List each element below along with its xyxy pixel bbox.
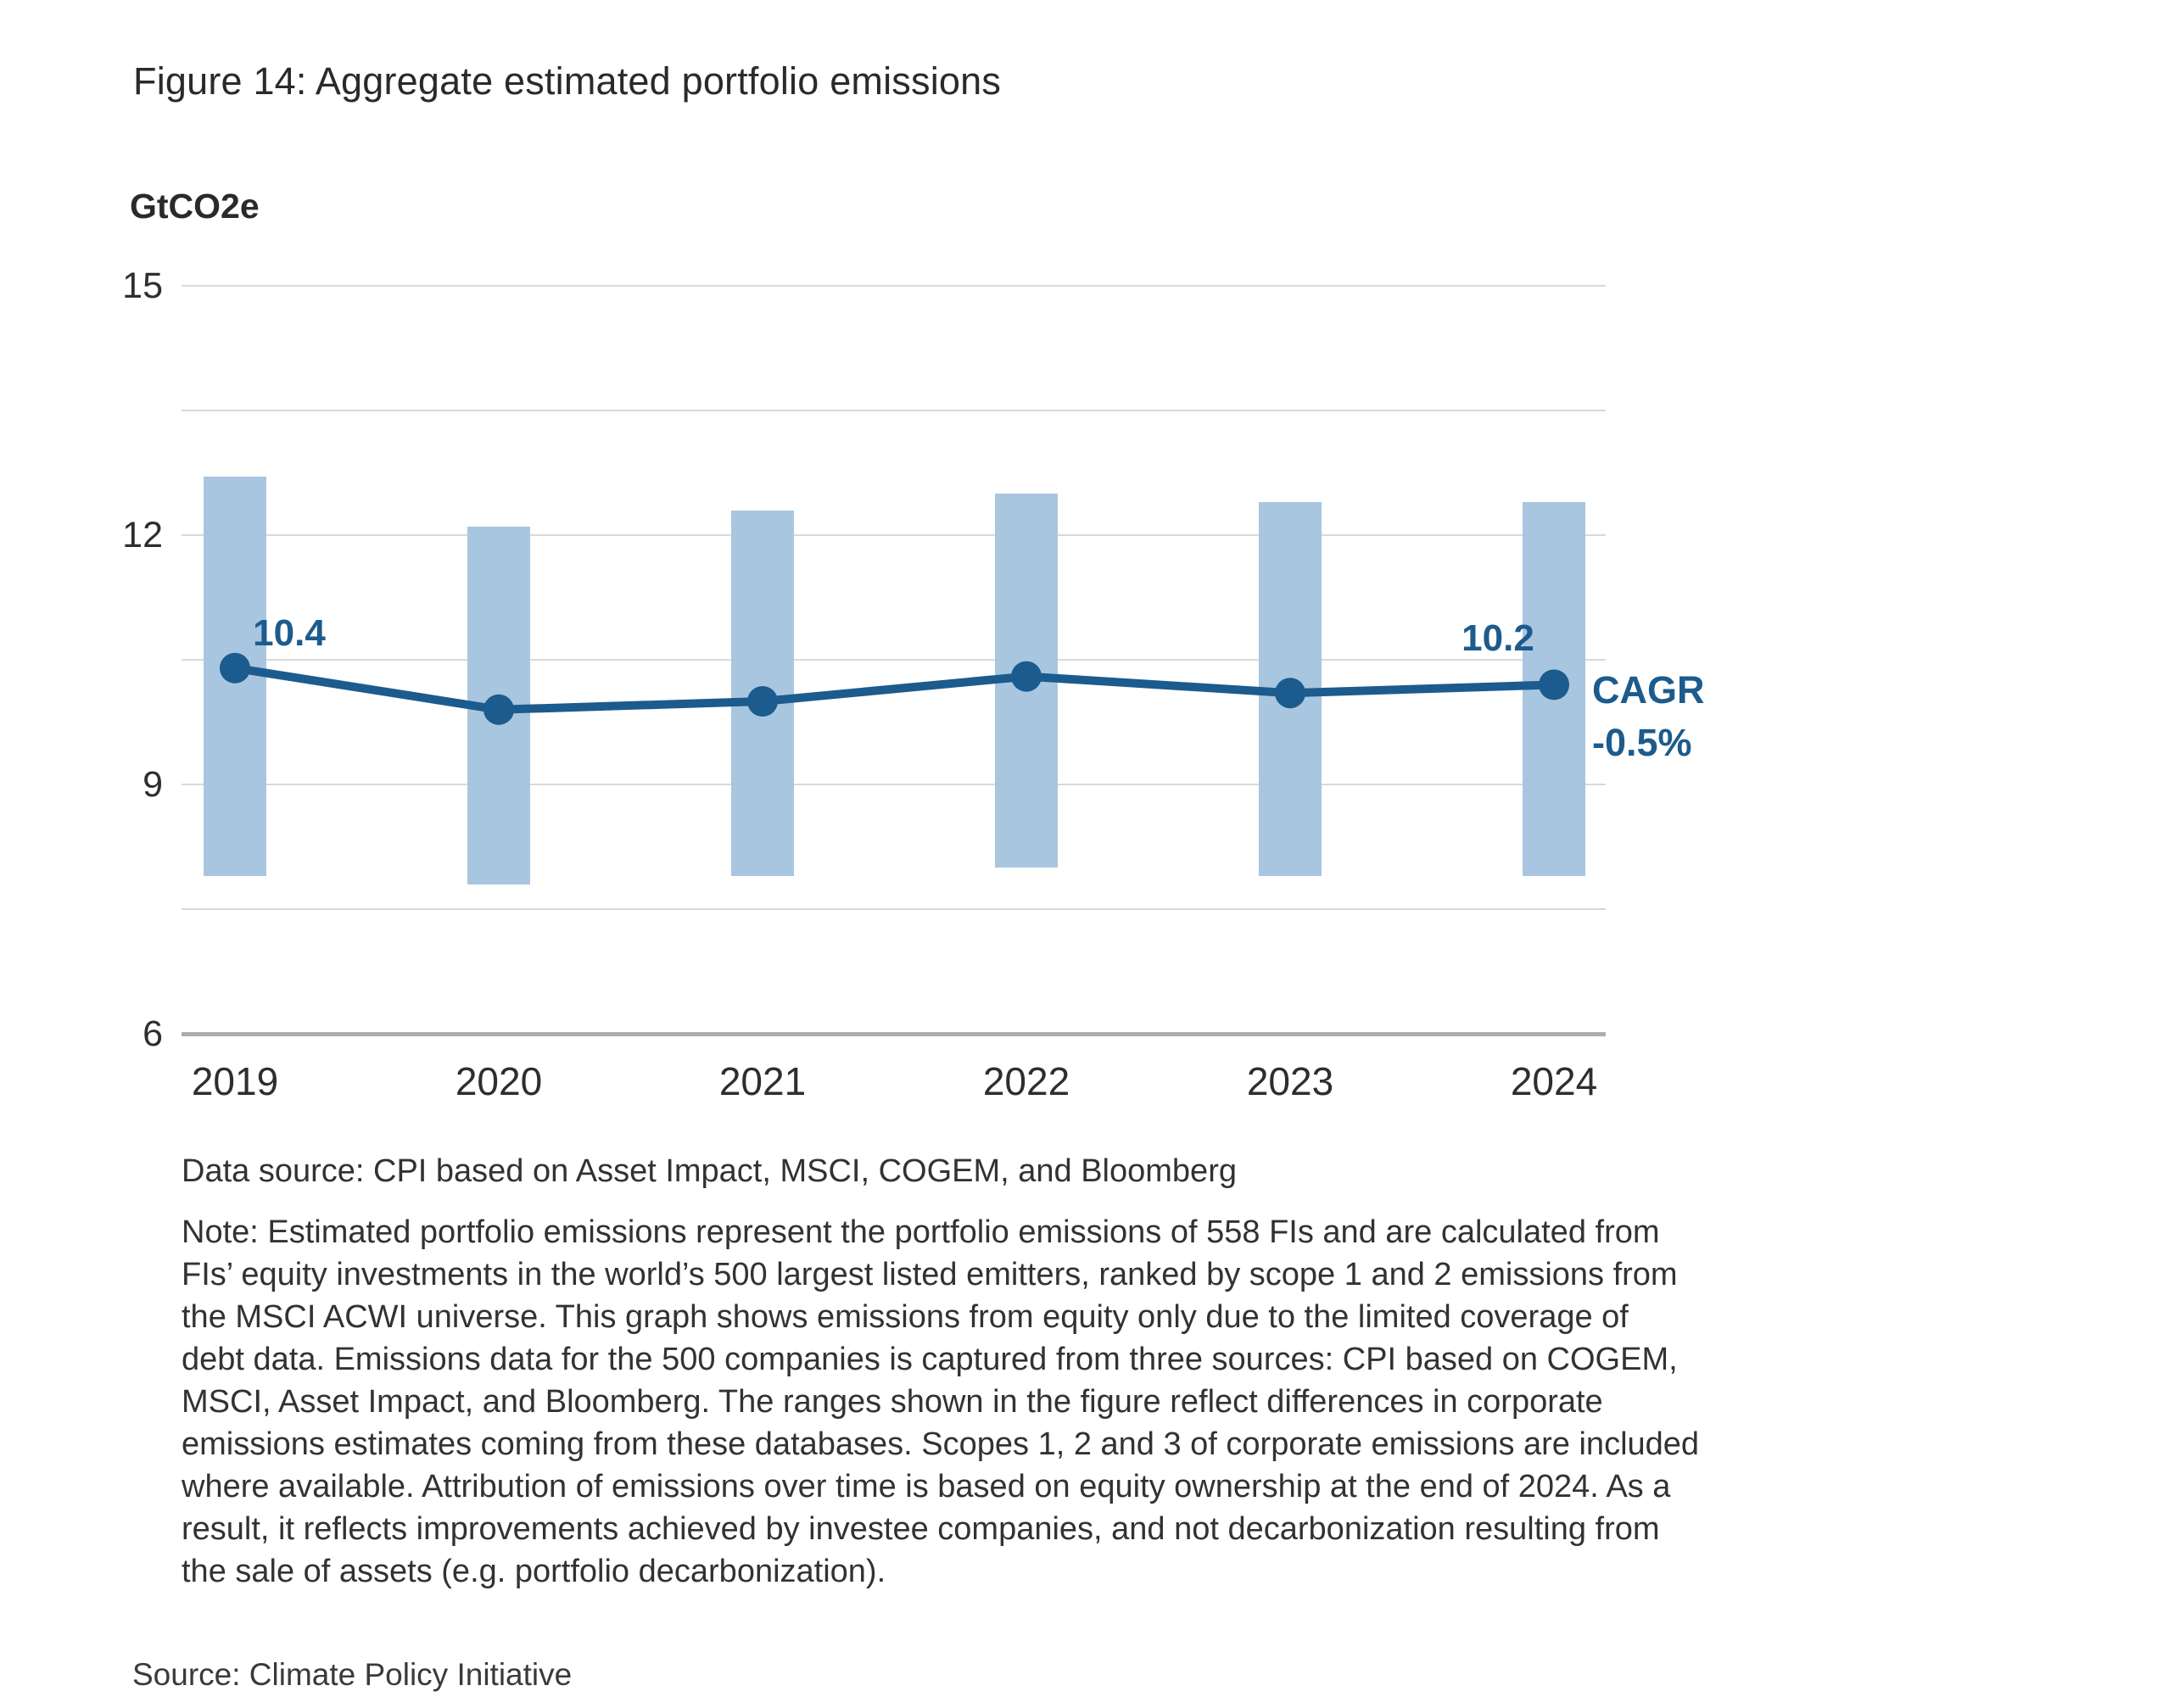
x-tick-label-2021: 2021 bbox=[718, 1059, 807, 1103]
y-tick-label: 12 bbox=[122, 515, 163, 555]
note-line: FIs’ equity investments in the world’s 5… bbox=[182, 1257, 1678, 1292]
data-point-2020 bbox=[483, 694, 514, 725]
point-value-label-2019: 10.4 bbox=[253, 611, 326, 654]
data-point-2024 bbox=[1539, 669, 1569, 701]
cagr-annotation-line1: CAGR bbox=[1592, 668, 1705, 712]
source-line: Source: Climate Policy Initiative bbox=[132, 1657, 573, 1692]
data-source-note: Data source: CPI based on Asset Impact, … bbox=[182, 1153, 1237, 1189]
gridline bbox=[182, 534, 1606, 536]
cagr-annotation-line2: -0.5% bbox=[1592, 721, 1692, 764]
data-point-2019 bbox=[220, 652, 250, 684]
note-line: where available. Attribution of emission… bbox=[182, 1469, 1671, 1504]
data-point-2022 bbox=[1011, 661, 1042, 692]
y-tick-label: 9 bbox=[143, 764, 163, 805]
x-tick-label-2022: 2022 bbox=[982, 1059, 1070, 1103]
x-tick-label-2023: 2023 bbox=[1246, 1059, 1334, 1103]
figure-title: Figure 14: Aggregate estimated portfolio… bbox=[133, 59, 1002, 103]
note-line: MSCI, Asset Impact, and Bloomberg. The r… bbox=[182, 1384, 1603, 1420]
gridline bbox=[182, 908, 1606, 910]
note-paragraph: Note: Estimated portfolio emissions repr… bbox=[182, 1211, 1699, 1593]
note-line: emissions estimates coming from these da… bbox=[182, 1426, 1700, 1462]
note-line: the MSCI ACWI universe. This graph shows… bbox=[182, 1299, 1629, 1335]
x-tick-label-2024: 2024 bbox=[1510, 1059, 1598, 1103]
x-tick-label-2019: 2019 bbox=[191, 1059, 279, 1103]
x-tick-label-2020: 2020 bbox=[455, 1059, 543, 1103]
line-path bbox=[234, 663, 1555, 714]
data-point-2023 bbox=[1275, 678, 1305, 709]
gridline bbox=[182, 659, 1606, 661]
point-value-label-2024: 10.2 bbox=[1462, 617, 1534, 660]
y-axis-unit-label: GtCO2e bbox=[130, 187, 260, 226]
cagr-annotation: CAGR -0.5% bbox=[1592, 664, 1705, 769]
note-line: the sale of assets (e.g. portfolio decar… bbox=[182, 1554, 886, 1589]
y-tick-label: 6 bbox=[143, 1013, 163, 1054]
gridline bbox=[182, 285, 1606, 287]
x-axis-line bbox=[182, 1032, 1606, 1036]
data-point-2021 bbox=[747, 686, 778, 717]
note-line: Note: Estimated portfolio emissions repr… bbox=[182, 1214, 1660, 1250]
gridline bbox=[182, 784, 1606, 785]
y-tick-label: 15 bbox=[122, 265, 163, 306]
gridline bbox=[182, 410, 1606, 411]
note-line: debt data. Emissions data for the 500 co… bbox=[182, 1342, 1678, 1377]
note-line: result, it reflects improvements achieve… bbox=[182, 1511, 1660, 1547]
